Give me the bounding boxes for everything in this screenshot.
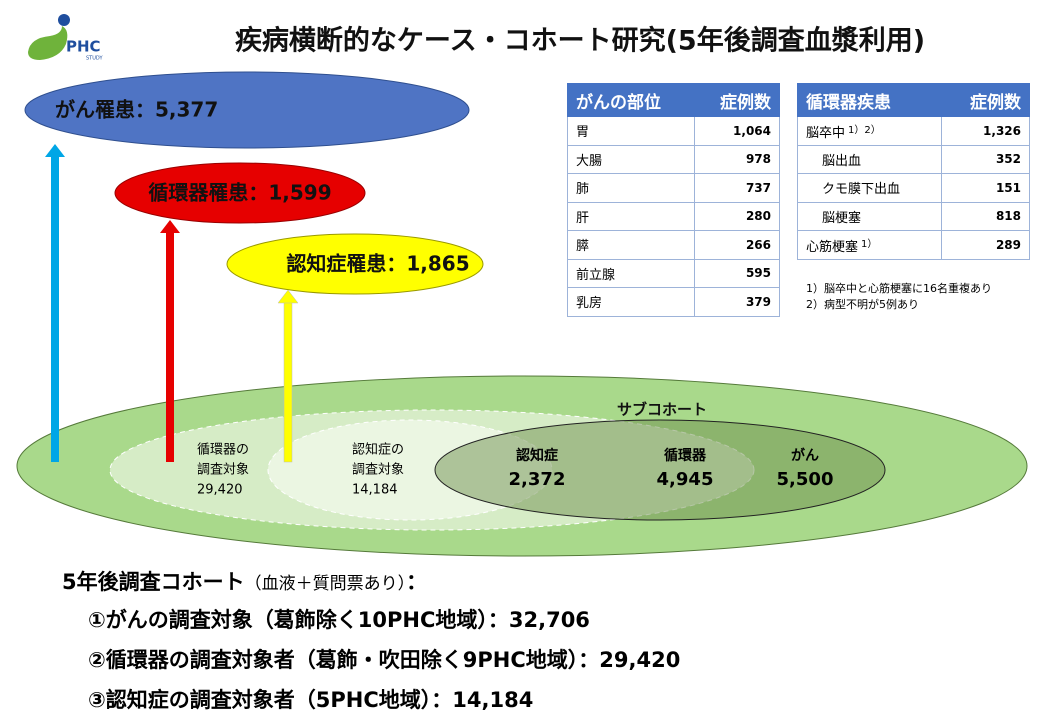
logo-sub: STUDY [86,56,103,62]
disease-note: 1） [861,238,878,250]
dementia-arrow-head [277,289,299,304]
cvd-target-line: 調査対象 [197,463,249,478]
cancer-arrow-head [45,144,65,157]
subcohort-part-label: がん [791,447,819,464]
cvd-case-ellipse [114,162,366,224]
count-cell: 1,326 [940,116,1031,146]
count-cell: 352 [940,144,1031,174]
dementia-target-line: 認知症の [352,442,404,458]
dementia-arrow [283,301,293,463]
cohort-item: ①がんの調査対象（葛飾除く10PHC地域）：32,706 [88,608,590,632]
header-cell: 症例数 [694,83,780,117]
subrow: 脳出血 352 [797,144,1031,174]
count-cell: 737 [694,173,780,203]
row: 胃 1,064 [566,116,780,146]
cohort-heading-note: （血液＋質問票あり） [244,574,407,594]
count-cell: 289 [940,230,1031,260]
cvd-target-line: 循環器の [197,443,249,458]
logo-dot [58,14,70,26]
footnote: 2）病型不明が5例あり [806,298,919,311]
site-cell: 大腸 [566,144,696,174]
cvd-target-count: 29,420 [197,483,243,498]
logo-text: PHC [66,38,101,56]
cvd-arrow [166,232,174,462]
count-cell: 280 [694,201,780,231]
dementia-target-count: 14,184 [352,483,398,498]
cancer-arrow [51,156,59,462]
site-cell: 胃 [566,116,696,146]
disease-note: 1）2） [848,124,881,136]
row: 肺 737 [566,173,780,203]
dementia-case-label: 認知症罹患：1,865 [286,252,469,276]
header-row: 循環器疾患 症例数 [797,83,1031,117]
disease-cell: 心筋梗塞 1） [797,230,942,260]
site-cell: 肺 [566,173,696,203]
count-cell: 151 [940,173,1031,203]
header-cell: 循環器疾患 [797,83,942,117]
subcohort-part-value: 2,372 [509,469,566,490]
subcohort-part-label: 循環器 [664,447,707,464]
cohort-heading-end: ： [406,570,428,594]
header-cell: がんの部位 [566,83,696,117]
site-cell: 乳房 [566,287,696,317]
disease-name: 脳卒中 [806,125,846,141]
row: 心筋梗塞 1） 289 [797,230,1031,260]
row: 大腸 978 [566,144,780,174]
subrow: 脳梗塞 818 [797,201,1031,231]
disease-cell: 脳卒中 1）2） [797,116,942,146]
cohort-heading-row: 5年後調査コホート（血液＋質問票あり）： [62,566,427,596]
subcohort-label: サブコホート [617,401,707,419]
row: 前立腺 595 [566,258,780,288]
count-cell: 266 [694,230,780,260]
cvd-table: 循環器疾患 症例数 脳卒中 1）2） 1,326 脳出血 352 クモ膜下出血 151 脳梗塞 81… [797,83,1031,260]
subtype-cell: 脳出血 [797,144,942,174]
header-cell: 症例数 [940,83,1031,117]
footnote: 1）脳卒中と心筋梗塞に16名重複あり [806,282,992,295]
subcohort-ellipse [434,419,886,521]
dementia-case-ellipse [226,233,484,295]
subcohort-part-label: 認知症 [516,447,558,464]
row: 脳卒中 1）2） 1,326 [797,116,1031,146]
subtype-cell: 脳梗塞 [797,201,942,231]
cvd-arrow-head [160,220,180,233]
cancer-table: がんの部位 症例数胃 1,064 大腸 978 肺 737 肝 280 膵 266 前立腺 595 乳房 3… [566,83,780,317]
cohort-heading: 5年後調査コホート [62,570,245,594]
row: 肝 280 [566,201,780,231]
count-cell: 595 [694,258,780,288]
count-cell: 379 [694,287,780,317]
subrow: クモ膜下出血 151 [797,173,1031,203]
subcohort-part-value: 5,500 [777,469,834,490]
cancer-case-ellipse [24,71,470,149]
site-cell: 膵 [566,230,696,260]
count-cell: 978 [694,144,780,174]
count-cell: 1,064 [694,116,780,146]
cohort-item: ③認知症の調査対象者（5PHC地域）：14,184 [88,688,534,712]
dementia-target-line: 調査対象 [352,463,404,478]
header-row: がんの部位 症例数 [566,83,780,117]
cohort-item: ②循環器の調査対象者（葛飾・吹田除く9PHC地域）：29,420 [88,648,681,672]
subtype-cell: クモ膜下出血 [797,173,942,203]
cvd-case-label: 循環器罹患：1,599 [148,181,331,205]
cancer-case-label: がん罹患：5,377 [55,98,218,122]
disease-name: 心筋梗塞 [806,239,859,255]
row: 乳房 379 [566,287,780,317]
row: 膵 266 [566,230,780,260]
count-cell: 818 [940,201,1031,231]
title: 疾病横断的なケース・コホート研究(5年後調査血漿利用) [235,25,925,57]
logo-mark [28,26,68,60]
subcohort-part-value: 4,945 [657,469,714,490]
site-cell: 肝 [566,201,696,231]
site-cell: 前立腺 [566,258,696,288]
